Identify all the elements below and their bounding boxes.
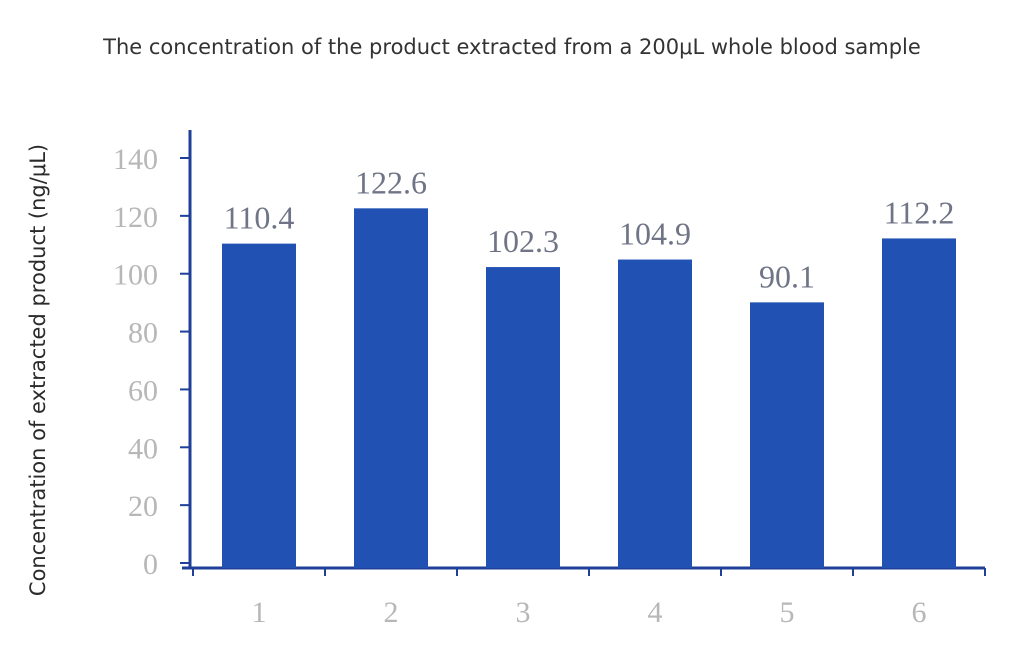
y-tick-label: 60 xyxy=(128,374,158,407)
bar-1 xyxy=(222,243,296,568)
y-tick-label: 120 xyxy=(113,201,158,234)
data-label-5: 90.1 xyxy=(759,258,815,294)
y-tick-label: 140 xyxy=(113,143,158,176)
x-tick-label: 1 xyxy=(252,596,267,629)
y-tick-label: 40 xyxy=(128,432,158,465)
x-tick-label: 2 xyxy=(384,596,399,629)
y-tick-label: 100 xyxy=(113,259,158,292)
data-label-4: 104.9 xyxy=(619,216,691,252)
chart-title: The concentration of the product extract… xyxy=(102,35,921,59)
data-label-2: 122.6 xyxy=(355,164,427,200)
bar-5 xyxy=(750,302,824,568)
x-tick-label: 5 xyxy=(780,596,795,629)
bar-2 xyxy=(354,208,428,569)
data-label-1: 110.4 xyxy=(224,200,295,236)
plot-area: 0 20 40 60 80 100 120 140 110.4 1 122.6 2 102.3 3 104.… xyxy=(113,130,986,629)
y-axis-label: Concentration of extracted product (ng/μ… xyxy=(26,144,50,596)
bar-4 xyxy=(618,259,692,568)
y-tick-label: 0 xyxy=(143,548,158,581)
y-tick-label: 80 xyxy=(128,317,158,350)
bar-6 xyxy=(882,238,956,568)
data-label-6: 112.2 xyxy=(884,194,955,230)
data-label-3: 102.3 xyxy=(487,223,559,259)
y-tick-label: 20 xyxy=(128,490,158,523)
x-tick-label: 6 xyxy=(912,596,927,629)
x-tick-label: 4 xyxy=(648,596,663,629)
bar-3 xyxy=(486,267,560,568)
x-tick-label: 3 xyxy=(516,596,531,629)
